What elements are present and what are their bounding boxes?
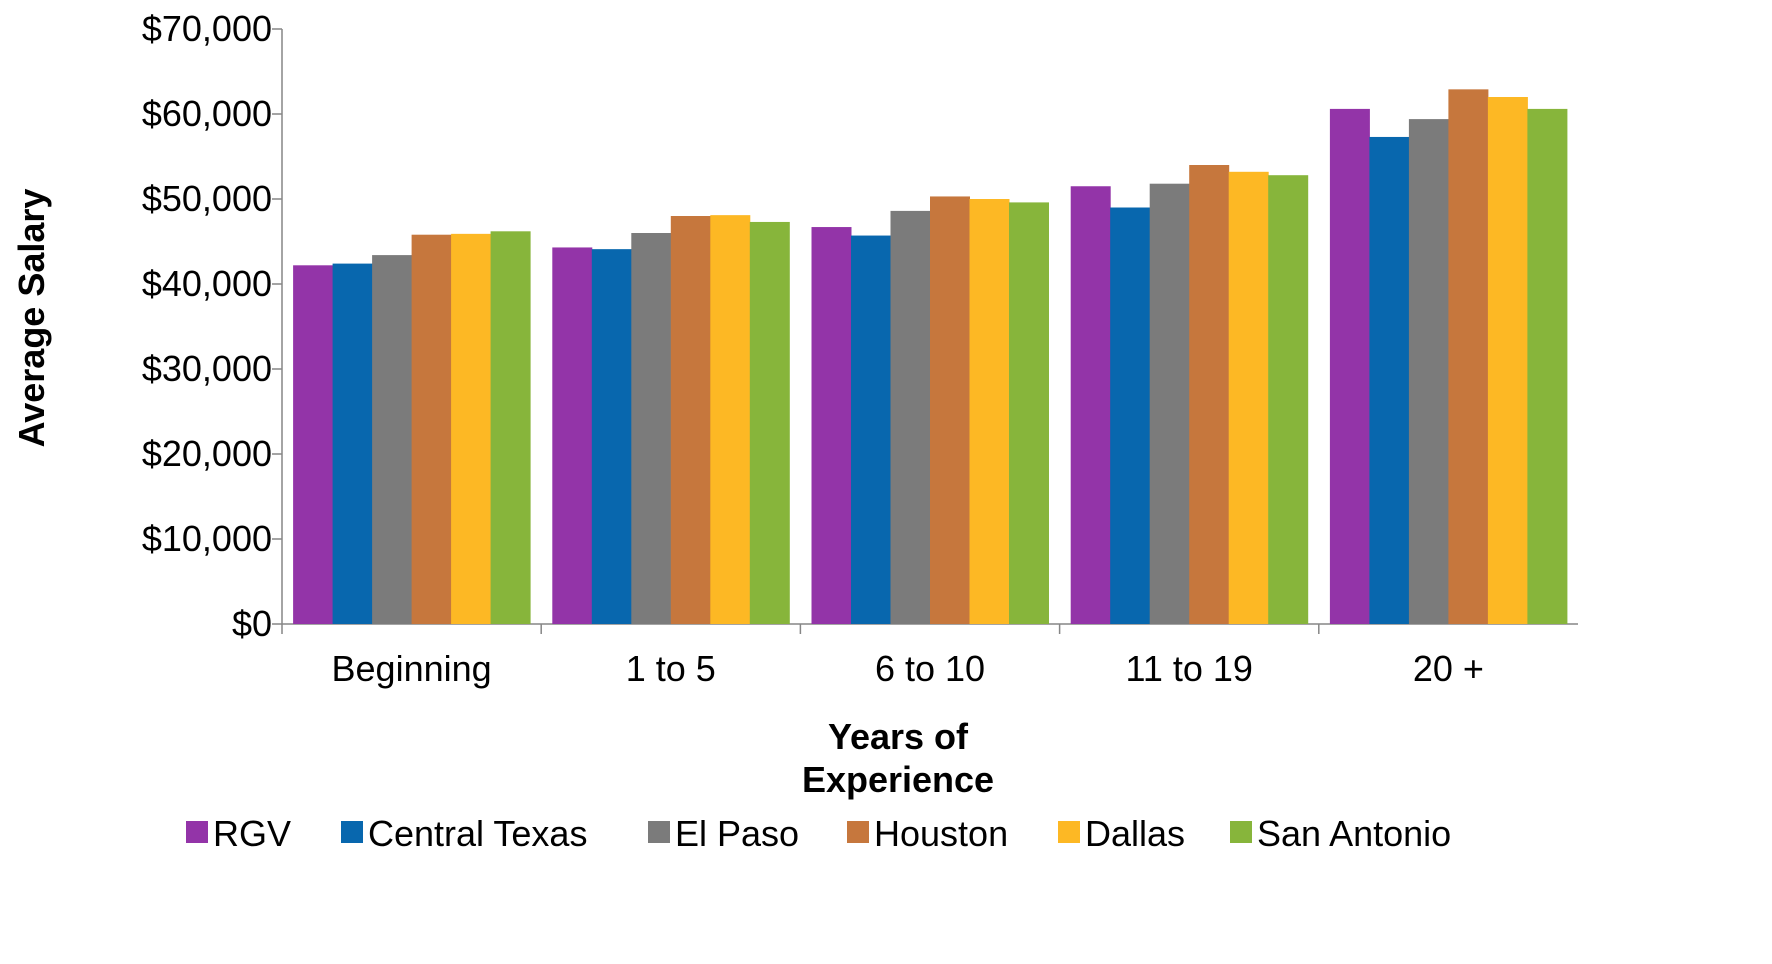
bar (930, 196, 970, 624)
y-tick-label: $40,000 (142, 263, 272, 304)
bar (890, 210, 931, 624)
bar (1487, 97, 1528, 624)
bar (811, 227, 852, 625)
y-tick-label: $50,000 (142, 178, 272, 219)
bar (591, 249, 632, 624)
bar (1268, 175, 1309, 624)
legend: RGV Central Texas El Paso Houston Dallas San … (186, 813, 1451, 854)
legend-label: Houston (874, 813, 1008, 854)
bar (552, 247, 593, 624)
bar (1329, 108, 1370, 624)
y-axis: $0 $10,000 $20,000 $30,000 $40,000 $50,000 $60… (142, 8, 283, 644)
x-tick-label: Beginning (332, 648, 492, 689)
bar (372, 255, 413, 624)
x-tick-label: 20 + (1413, 648, 1484, 689)
bars (293, 89, 1568, 625)
y-axis-title: Average Salary (11, 189, 52, 448)
bar (490, 231, 531, 625)
bar (1070, 186, 1111, 624)
legend-label: Central Texas (368, 813, 587, 854)
y-tick-label: $30,000 (142, 348, 272, 389)
bar (749, 221, 790, 624)
bar (710, 215, 751, 624)
x-axis: Beginning 1 to 5 6 to 10 11 to 19 20 + (281, 623, 1578, 689)
bar (293, 265, 334, 624)
legend-swatch (341, 821, 363, 843)
bar (1408, 119, 1449, 624)
x-tick-label: 1 to 5 (626, 648, 716, 689)
y-tick-label: $0 (232, 603, 272, 644)
bar (332, 263, 373, 624)
legend-label: El Paso (675, 813, 799, 854)
y-tick-label: $70,000 (142, 8, 272, 49)
y-tick-label: $20,000 (142, 433, 272, 474)
bar (451, 233, 492, 624)
bar (1009, 202, 1049, 624)
legend-swatch (1230, 821, 1252, 843)
bar (1527, 108, 1568, 624)
bar (1369, 136, 1410, 624)
x-tick-label: 11 to 19 (1125, 648, 1252, 689)
legend-swatch (847, 821, 869, 843)
legend-label: San Antonio (1257, 813, 1451, 854)
bar (631, 233, 672, 624)
bar (969, 199, 1010, 624)
bar (1149, 183, 1190, 624)
bar (1228, 171, 1269, 625)
bar (670, 216, 711, 624)
legend-label: RGV (213, 813, 291, 854)
bar (1448, 89, 1489, 625)
x-axis-title-line-2: Experience (802, 759, 994, 800)
legend-label: Dallas (1085, 813, 1185, 854)
legend-swatch (186, 821, 208, 843)
bar (851, 235, 891, 625)
legend-swatch (648, 821, 670, 843)
x-axis-title-line-1: Years of (828, 716, 969, 757)
bar (1189, 165, 1230, 624)
bar (1110, 207, 1151, 624)
y-tick-label: $10,000 (142, 518, 272, 559)
bar (411, 234, 452, 624)
x-tick-label: 6 to 10 (875, 648, 985, 689)
legend-swatch (1058, 821, 1080, 843)
y-tick-label: $60,000 (142, 93, 272, 134)
